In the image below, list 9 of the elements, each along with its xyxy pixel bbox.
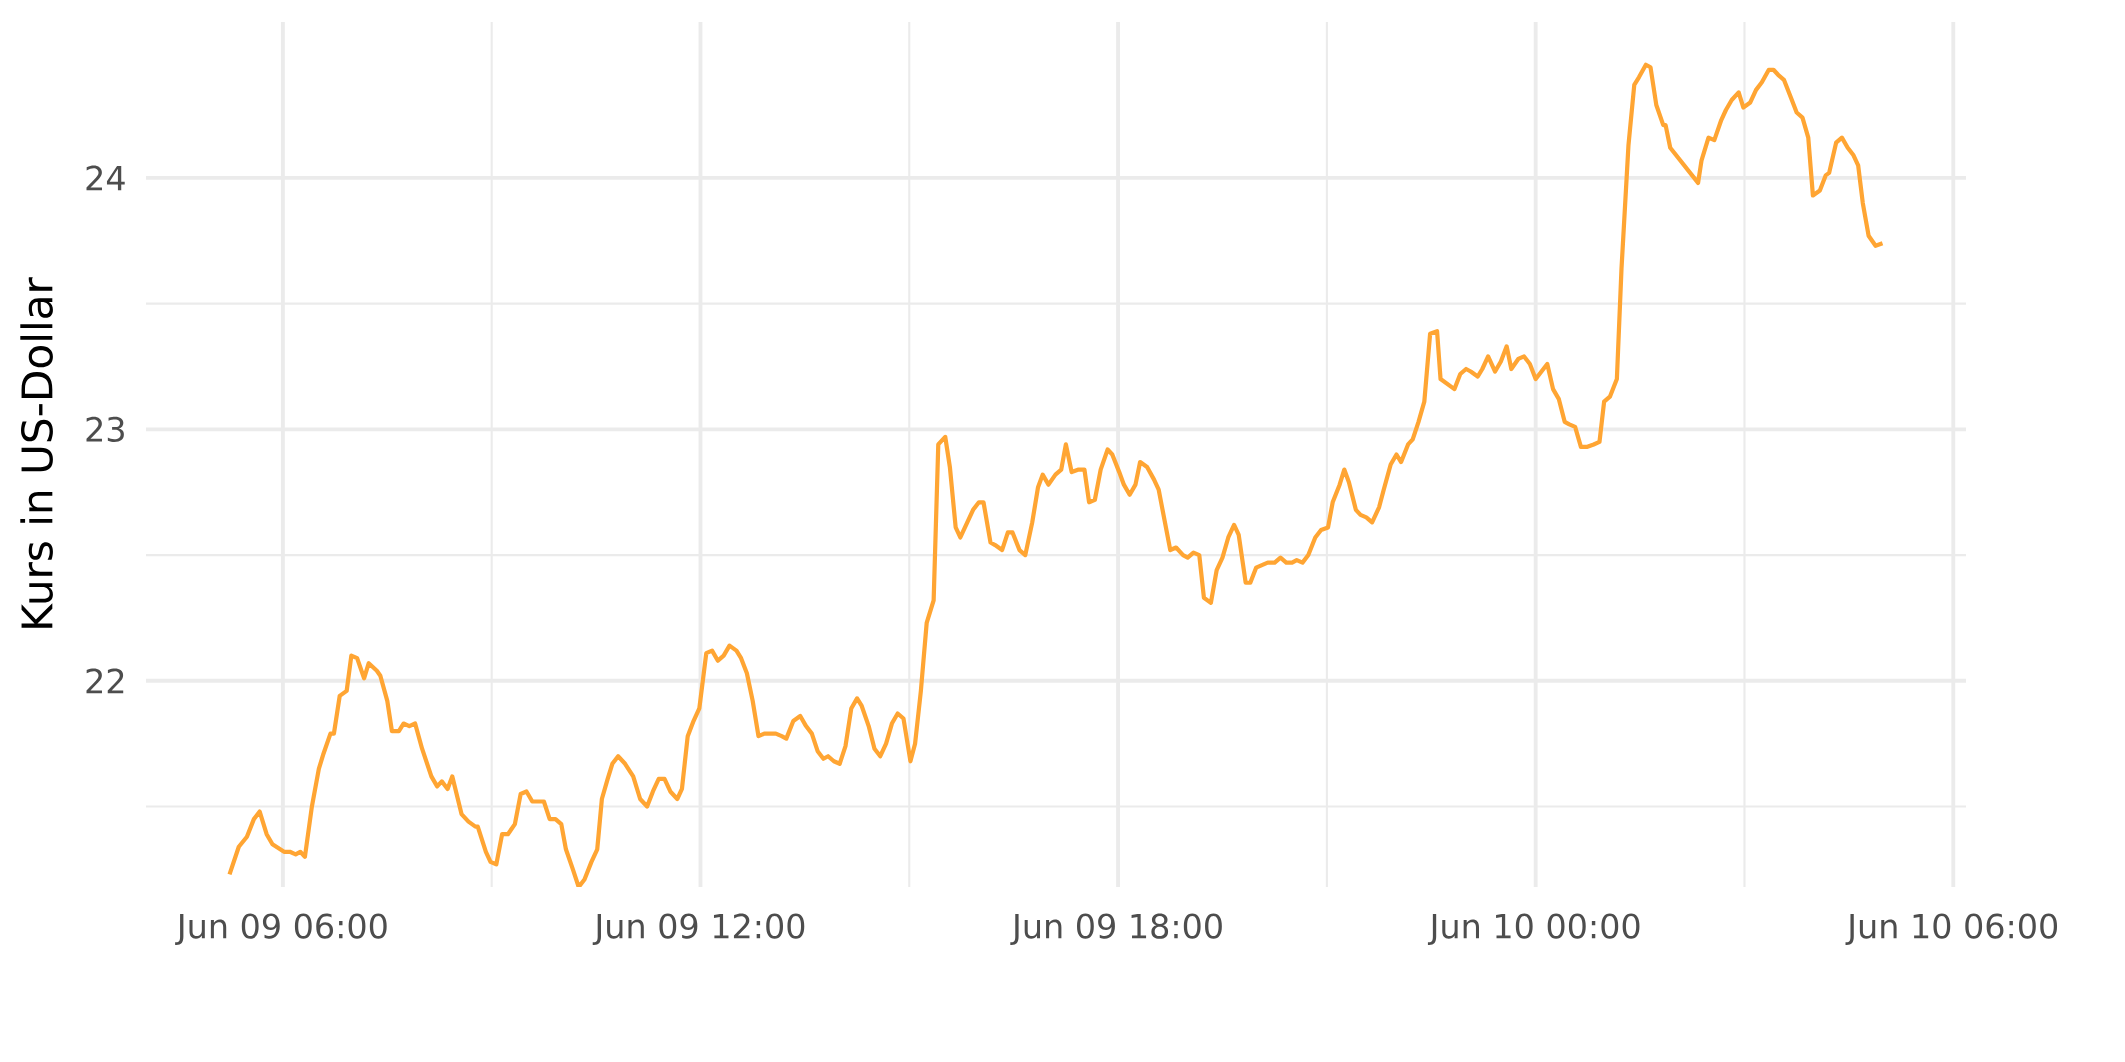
y-tick-label: 23: [86, 416, 124, 442]
x-tick-label: Jun 10 06:00: [1845, 913, 2058, 945]
x-tick-label: Jun 09 06:00: [175, 913, 387, 945]
x-tick-label: Jun 09 12:00: [592, 913, 805, 945]
x-tick-label: Jun 09 18:00: [1010, 913, 1222, 945]
x-tick-label: Jun 10 00:00: [1427, 913, 1640, 945]
y-tick-label: 24: [86, 165, 125, 191]
y-axis-title: Kurs in US-Dollar: [20, 277, 53, 628]
y-tick-label: 22: [86, 668, 124, 694]
